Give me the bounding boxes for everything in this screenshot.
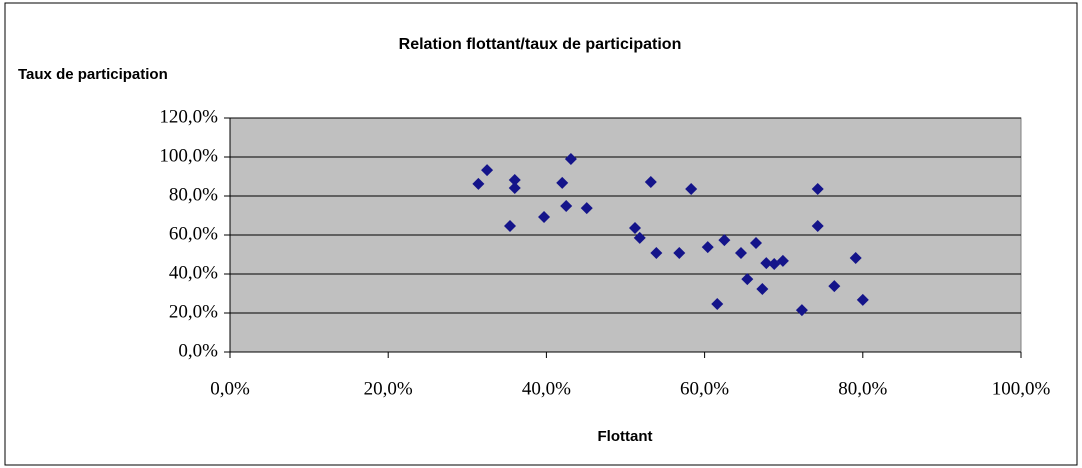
point [776,254,789,267]
x-axis-label: Flottant [598,428,653,445]
point [580,202,593,215]
point [760,257,773,270]
point [504,220,517,233]
point [508,174,521,187]
y-tick-label: 60,0% [169,223,218,244]
y-tick-label: 20,0% [169,301,218,322]
point [644,175,657,188]
point [718,234,731,247]
y-tick-label: 100,0% [159,145,218,166]
point [856,293,869,306]
y-tick-label: 0,0% [178,340,218,361]
chart-title: Relation flottant/taux de participation [399,36,682,53]
point [650,246,663,259]
point [795,304,808,317]
point [711,298,724,311]
point [741,273,754,286]
y-axis-label: Taux de participation [18,66,168,83]
x-tick-label: 40,0% [522,378,571,399]
point [673,246,686,259]
x-tick-label: 80,0% [838,378,887,399]
point [701,241,714,254]
point [756,283,769,296]
y-tick-label: 120,0% [159,106,218,127]
point [811,220,824,233]
x-tick-label: 60,0% [680,378,729,399]
point [556,176,569,189]
point [472,177,485,190]
point [750,236,763,249]
x-tick-label: 100,0% [992,378,1051,399]
point [849,252,862,265]
point [734,246,747,259]
point [560,199,573,212]
y-tick-label: 40,0% [169,262,218,283]
x-tick-label: 20,0% [364,378,413,399]
point [828,280,841,293]
point [811,182,824,195]
x-tick-label: 0,0% [210,378,250,399]
point [633,231,646,244]
point [508,182,521,195]
y-tick-label: 80,0% [169,184,218,205]
point [538,211,551,224]
point [628,221,641,234]
point [481,164,494,177]
point [685,182,698,195]
point [564,152,577,165]
